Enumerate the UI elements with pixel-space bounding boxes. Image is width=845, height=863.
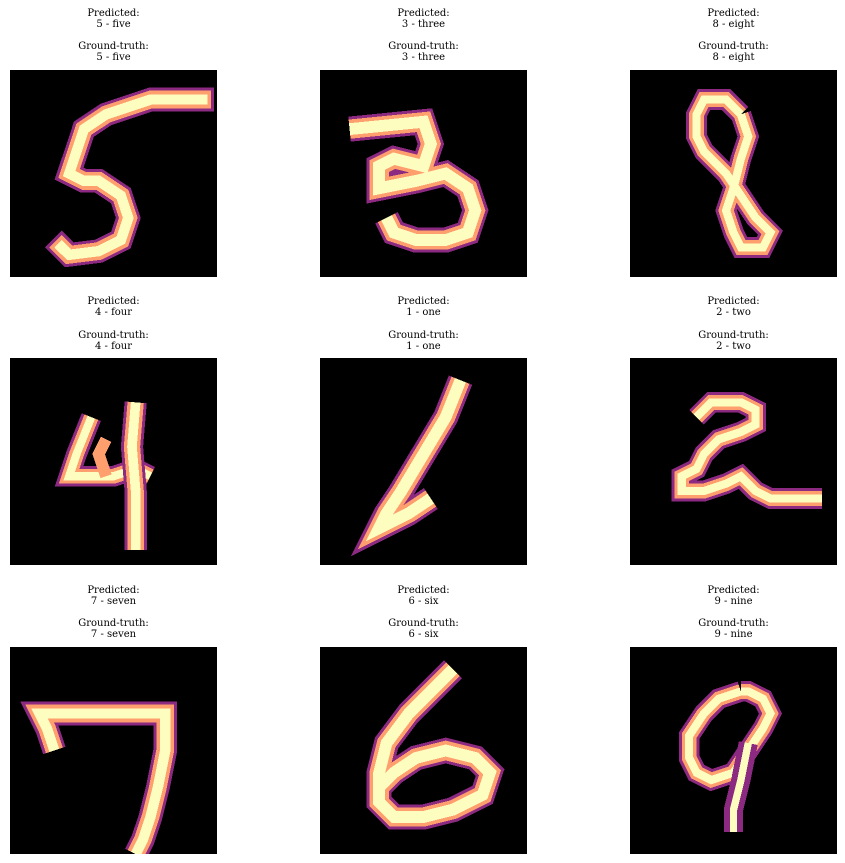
predicted-value: 4 - four — [94, 307, 133, 318]
predicted-caption: Predicted: 5 - five — [10, 8, 217, 30]
ground-truth-label: Ground-truth: — [388, 618, 459, 629]
predicted-caption: Predicted: 7 - seven — [10, 585, 217, 607]
digit-image — [630, 70, 837, 277]
ground-truth-label: Ground-truth: — [698, 41, 769, 52]
ground-truth-label: Ground-truth: — [698, 618, 769, 629]
ground-truth-caption: Ground-truth: 1 - one — [320, 330, 527, 352]
ground-truth-value: 6 - six — [408, 629, 439, 640]
ground-truth-label: Ground-truth: — [78, 41, 149, 52]
ground-truth-label: Ground-truth: — [388, 41, 459, 52]
digit-8-image — [686, 89, 784, 258]
digit-1-image — [351, 375, 473, 557]
predicted-label: Predicted: — [707, 585, 760, 596]
predicted-label: Predicted: — [707, 296, 760, 307]
ground-truth-caption: Ground-truth: 7 - seven — [10, 618, 217, 640]
ground-truth-caption: Ground-truth: 4 - four — [10, 330, 217, 352]
predicted-value: 7 - seven — [90, 596, 137, 607]
ground-truth-value: 2 - two — [716, 341, 751, 352]
ground-truth-label: Ground-truth: — [698, 330, 769, 341]
ground-truth-caption: Ground-truth: 8 - eight — [630, 41, 837, 63]
digit-5-image — [45, 87, 215, 268]
ground-truth-value: 9 - nine — [714, 629, 753, 640]
predicted-caption: Predicted: 3 - three — [320, 8, 527, 30]
predicted-label: Predicted: — [87, 8, 140, 19]
ground-truth-value: 4 - four — [94, 341, 133, 352]
predicted-caption: Predicted: 9 - nine — [630, 585, 837, 607]
predicted-caption: Predicted: 8 - eight — [630, 8, 837, 30]
ground-truth-value: 1 - one — [406, 341, 441, 352]
digit-image — [320, 358, 527, 565]
digit-3-image — [348, 108, 489, 253]
ground-truth-value: 8 - eight — [712, 52, 755, 63]
ground-truth-value: 3 - three — [401, 52, 446, 63]
predicted-label: Predicted: — [397, 296, 450, 307]
ground-truth-label: Ground-truth: — [78, 618, 149, 629]
digit-image — [320, 647, 527, 854]
predicted-value: 8 - eight — [712, 19, 755, 30]
predicted-label: Predicted: — [87, 296, 140, 307]
digit-7-image — [20, 701, 178, 854]
digit-image — [630, 647, 837, 854]
predicted-caption: Predicted: 1 - one — [320, 296, 527, 318]
predicted-value: 6 - six — [408, 596, 439, 607]
ground-truth-caption: Ground-truth: 3 - three — [320, 41, 527, 63]
ground-truth-caption: Ground-truth: 5 - five — [10, 41, 217, 63]
ground-truth-caption: Ground-truth: 9 - nine — [630, 618, 837, 640]
digit-9-image — [678, 681, 783, 832]
predicted-label: Predicted: — [87, 585, 140, 596]
ground-truth-value: 5 - five — [96, 52, 131, 63]
predicted-caption: Predicted: 4 - four — [10, 296, 217, 318]
predicted-value: 9 - nine — [714, 596, 753, 607]
digit-image — [630, 358, 837, 565]
digit-2-image — [671, 392, 823, 509]
ground-truth-label: Ground-truth: — [78, 330, 149, 341]
predicted-label: Predicted: — [397, 585, 450, 596]
ground-truth-value: 7 - seven — [90, 629, 137, 640]
ground-truth-caption: Ground-truth: 2 - two — [630, 330, 837, 352]
predicted-caption: Predicted: 6 - six — [320, 585, 527, 607]
predicted-label: Predicted: — [397, 8, 450, 19]
digit-image — [320, 70, 527, 277]
predicted-label: Predicted: — [707, 8, 760, 19]
ground-truth-label: Ground-truth: — [388, 330, 459, 341]
digit-4-image — [54, 401, 156, 551]
digit-image — [10, 70, 217, 277]
predicted-value: 3 - three — [401, 19, 446, 30]
predicted-value: 1 - one — [406, 307, 441, 318]
predicted-caption: Predicted: 2 - two — [630, 296, 837, 318]
predicted-value: 5 - five — [96, 19, 131, 30]
digit-image — [10, 647, 217, 854]
predicted-value: 2 - two — [716, 307, 751, 318]
digit-image — [10, 358, 217, 565]
ground-truth-caption: Ground-truth: 6 - six — [320, 618, 527, 640]
digit-6-image — [366, 660, 505, 830]
